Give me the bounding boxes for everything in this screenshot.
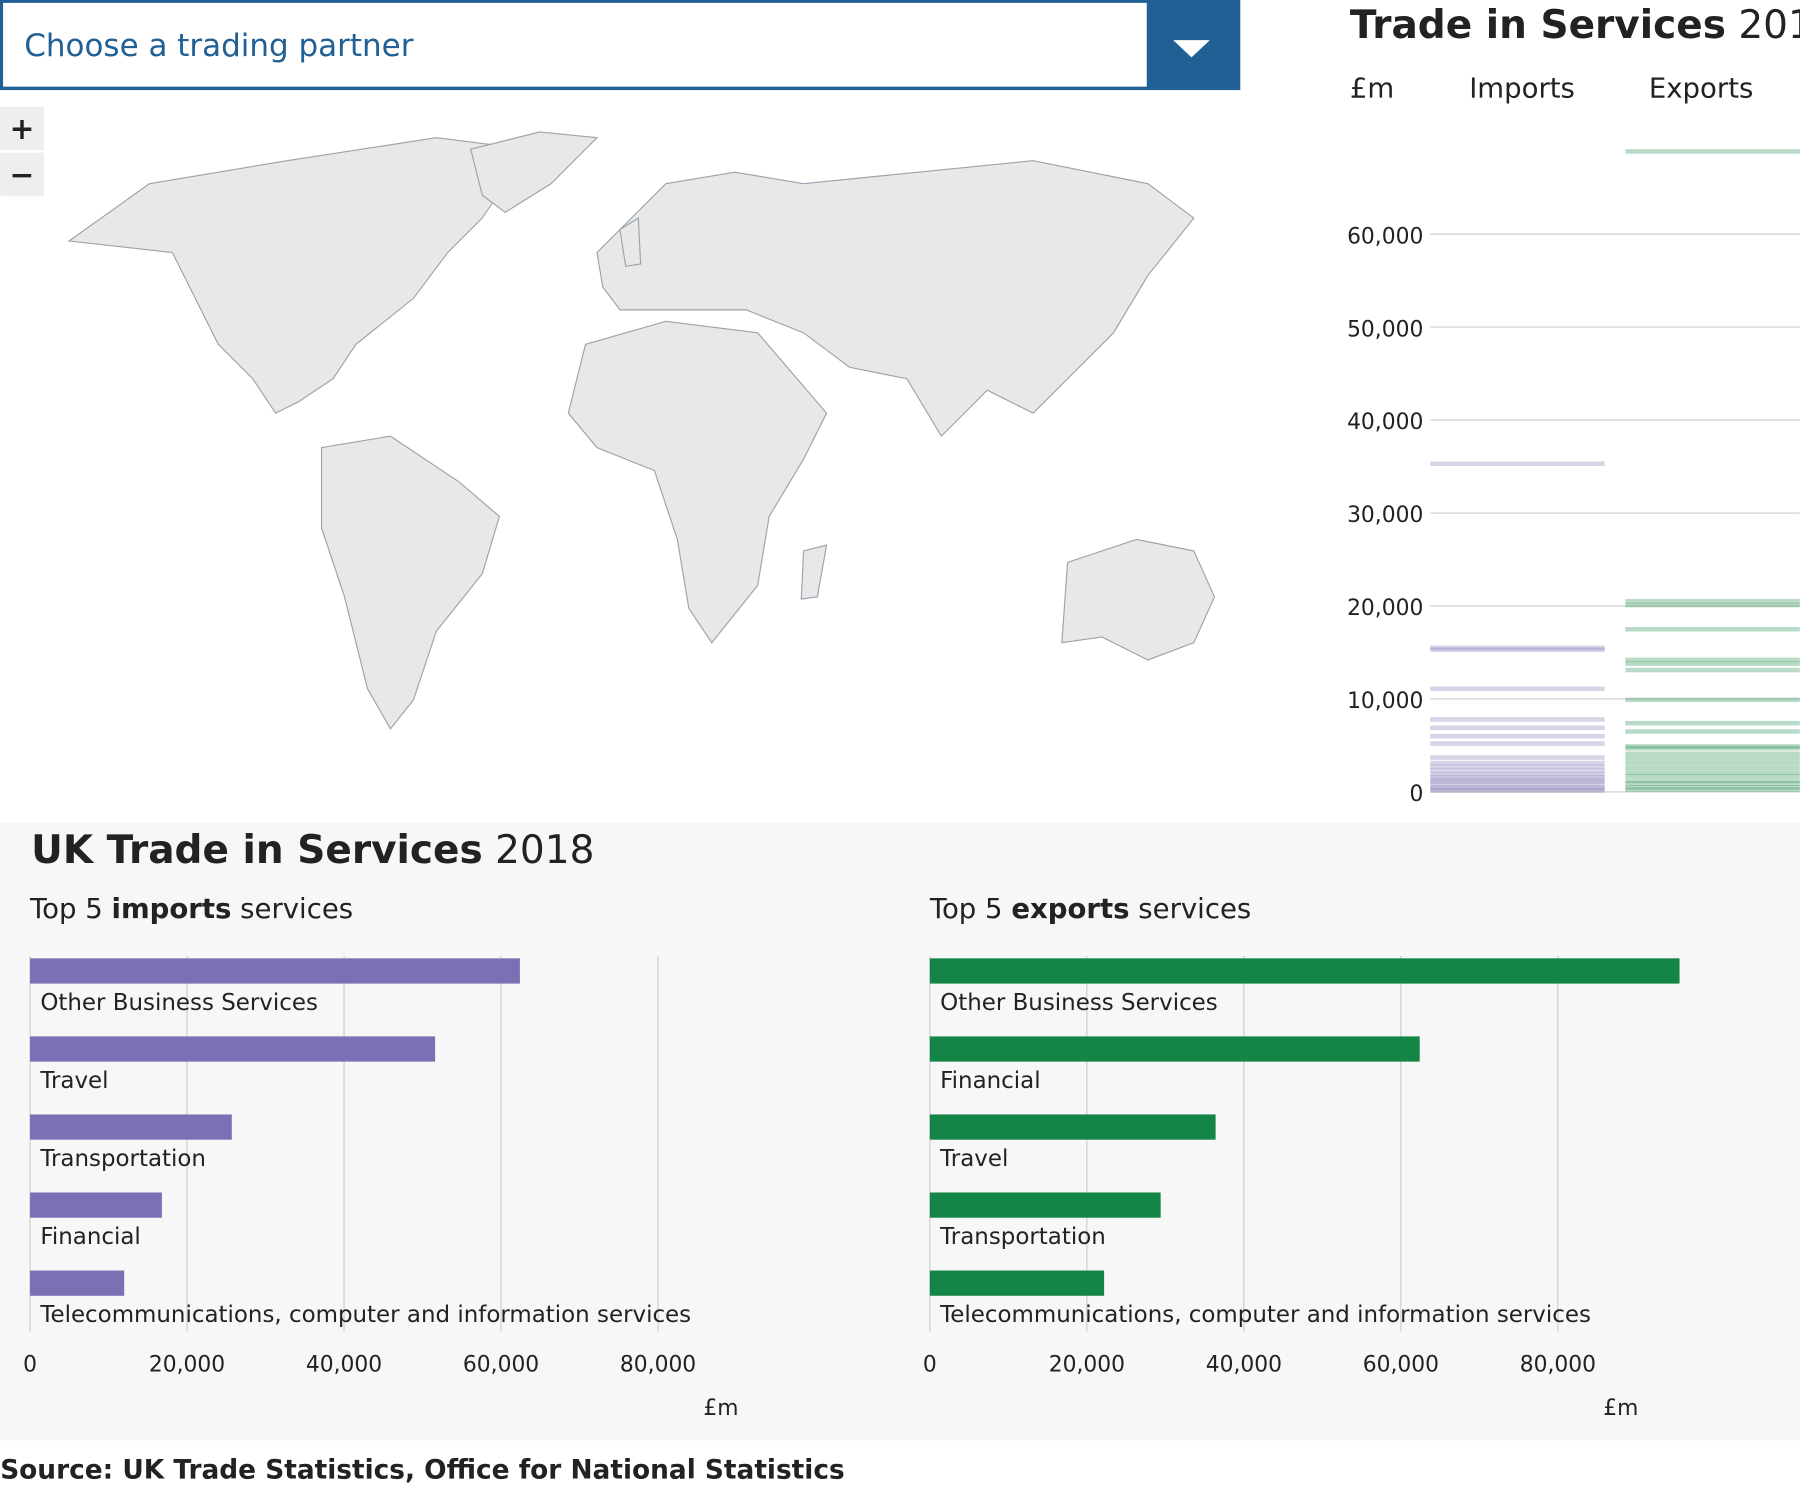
y-tick-label: 20,000 — [1347, 596, 1423, 621]
strip-title: Trade in Services 2018 — [1350, 3, 1800, 48]
x-tick-label: 80,000 — [620, 1353, 696, 1378]
map-madagascar[interactable] — [800, 544, 828, 600]
x-tick-label: 60,000 — [463, 1353, 539, 1378]
subtitle-part: Top 5 — [929, 893, 1003, 925]
bar — [30, 1114, 232, 1140]
chart-subtitle: Top 5 exports services — [929, 893, 1251, 925]
world-map — [67, 131, 1216, 730]
strip-title-main: Trade in Services — [1350, 3, 1726, 48]
dropdown-arrow — [1173, 40, 1210, 58]
bar-label: Financial — [940, 1068, 1040, 1094]
bar — [929, 1192, 1161, 1218]
bar — [30, 1036, 436, 1062]
bar-label: Financial — [40, 1224, 140, 1250]
strip-title-year: 2018 — [1738, 3, 1800, 48]
map-africa[interactable] — [567, 320, 828, 644]
bar-label: Transportation — [939, 1224, 1106, 1250]
bar-label: Transportation — [39, 1146, 206, 1172]
chart-subtitle: Top 5 imports services — [29, 893, 353, 925]
x-tick-label: 20,000 — [149, 1353, 225, 1378]
subtitle-part: services — [240, 893, 353, 925]
y-tick-label: 40,000 — [1347, 410, 1423, 435]
strip-unit: £m — [1350, 73, 1394, 105]
zoom-out-label[interactable]: − — [9, 158, 34, 193]
x-tick-label: 0 — [23, 1353, 37, 1378]
x-tick-label: 40,000 — [1206, 1353, 1282, 1378]
subtitle-part: exports — [1011, 893, 1129, 925]
zoom-out-button[interactable] — [0, 152, 44, 197]
dropdown-placeholder[interactable]: Choose a trading partner — [24, 28, 413, 64]
x-tick-label: 80,000 — [1520, 1353, 1596, 1378]
dropdown-box[interactable] — [0, 0, 1241, 91]
map-uk[interactable] — [619, 217, 642, 267]
section-title: UK Trade in Services 2018 — [31, 828, 594, 873]
bar — [929, 958, 1680, 984]
map-north-america[interactable] — [67, 137, 530, 414]
bar — [30, 1192, 162, 1218]
subtitle-part: services — [1138, 893, 1251, 925]
summary-panel — [0, 822, 1800, 1441]
bar-label: Other Business Services — [40, 990, 318, 1016]
y-tick-label: 10,000 — [1347, 689, 1423, 714]
source-note: Source: UK Trade Statistics, Office for … — [0, 1455, 844, 1484]
zoom-in-button[interactable] — [0, 106, 44, 151]
map-eurasia[interactable] — [596, 160, 1195, 438]
map-south-america[interactable] — [320, 435, 501, 730]
y-tick-label: 30,000 — [1347, 503, 1423, 528]
x-axis-unit: £m — [1603, 1396, 1638, 1421]
bar-label: Other Business Services — [940, 990, 1218, 1016]
y-tick-label: 60,000 — [1347, 224, 1423, 249]
map-australia[interactable] — [1061, 538, 1216, 661]
legend-label: Imports — [1469, 73, 1575, 105]
bar — [929, 1114, 1216, 1140]
bar-label: Telecommunications, computer and informa… — [39, 1302, 691, 1328]
y-tick-label: 0 — [1409, 782, 1423, 807]
legend-label: Exports — [1649, 73, 1753, 105]
subtitle-part: imports — [112, 893, 232, 925]
bar — [929, 1036, 1420, 1062]
bar — [30, 958, 520, 984]
x-axis-unit: £m — [703, 1396, 738, 1421]
bar-label: Travel — [939, 1146, 1008, 1172]
bar-label: Telecommunications, computer and informa… — [939, 1302, 1591, 1328]
section-title-main: UK Trade in Services — [31, 828, 483, 873]
zoom-in-label[interactable]: + — [9, 112, 34, 147]
x-tick-label: 60,000 — [1363, 1353, 1439, 1378]
section-title-year: 2018 — [495, 828, 594, 873]
x-tick-label: 20,000 — [1049, 1353, 1125, 1378]
subtitle-part: Top 5 — [29, 893, 103, 925]
bar — [30, 1270, 125, 1296]
bar-label: Travel — [39, 1068, 108, 1094]
y-tick-label: 50,000 — [1347, 317, 1423, 342]
x-tick-label: 0 — [923, 1353, 937, 1378]
dropdown[interactable]: Choose a trading partner — [0, 0, 1241, 91]
map-greenland[interactable] — [470, 131, 599, 214]
x-tick-label: 40,000 — [306, 1353, 382, 1378]
bar — [929, 1270, 1105, 1296]
